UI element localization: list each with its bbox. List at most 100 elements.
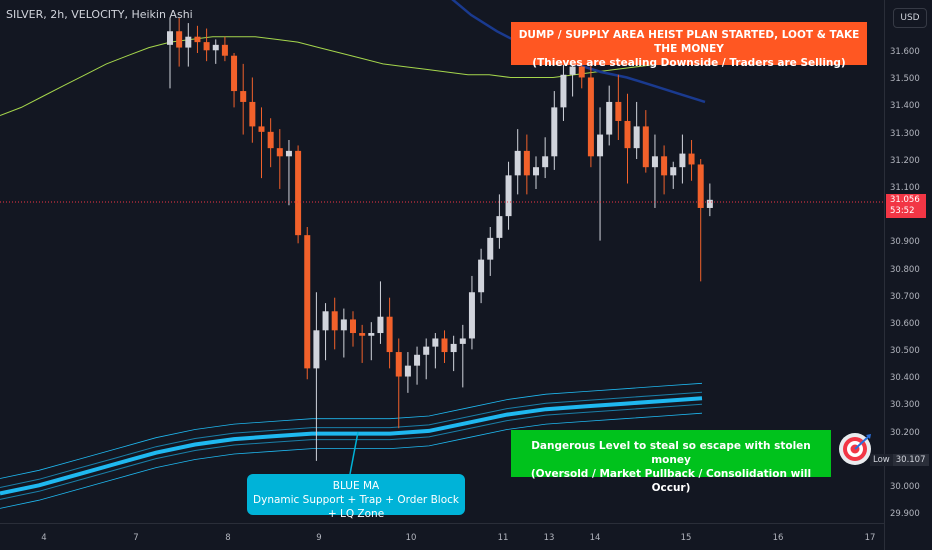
candle-body <box>587 77 594 157</box>
blue-ma-upper-band <box>0 382 703 479</box>
candle-body <box>368 333 375 336</box>
price-tick-label: 31.300 <box>890 128 920 139</box>
low-price-tag: Low 30.107 <box>870 453 929 467</box>
symbol-title: SILVER, 2h, VELOCITY, Heikin Ashi <box>6 8 193 21</box>
time-tick-label: 4 <box>41 533 47 543</box>
time-tick-label: 17 <box>864 533 876 543</box>
price-tick-label: 31.500 <box>890 74 920 85</box>
candle-body <box>176 31 183 48</box>
candle-body <box>441 338 448 353</box>
candle-body <box>523 150 530 176</box>
candle-body <box>267 131 274 149</box>
candle-body <box>276 148 283 157</box>
price-tick-label: 30.000 <box>890 482 920 492</box>
candle-body <box>487 237 494 260</box>
candle-body <box>569 66 576 75</box>
price-tick-label: 29.900 <box>890 509 920 520</box>
low-label: Low <box>870 454 893 466</box>
candles <box>167 17 713 461</box>
candle-body <box>221 44 228 56</box>
bar-countdown: 53:52 <box>890 206 915 216</box>
candle-body <box>688 153 695 165</box>
blue-ma-inner-upper <box>0 391 703 488</box>
candle-body <box>359 333 366 336</box>
candle-body <box>304 235 311 369</box>
candle-body <box>167 31 173 45</box>
blue-ma-lower-band <box>0 412 703 509</box>
candle-body <box>578 66 585 78</box>
candle-body <box>624 120 631 149</box>
candle-body <box>514 150 521 176</box>
price-tick-label: 31.400 <box>890 101 920 112</box>
blue-ma-annotation-text: Dynamic Support + Trap + Order Block + L… <box>253 494 459 520</box>
candle-body <box>258 126 265 132</box>
time-tick-label: 11 <box>497 533 509 543</box>
blue-ma-pointer <box>349 431 359 475</box>
supply-annotation[interactable]: DUMP / SUPPLY AREA HEIST PLAN STARTED, L… <box>511 22 867 69</box>
candle-body <box>386 316 393 353</box>
danger-annotation-line1: Dangerous Level to steal so escape with … <box>531 440 811 466</box>
time-tick-label: 16 <box>772 533 784 543</box>
candle-body <box>249 101 256 127</box>
candle-body <box>706 199 713 208</box>
candle-body <box>350 319 356 334</box>
candle-body <box>606 101 613 135</box>
time-tick-label: 10 <box>405 533 417 543</box>
currency-button[interactable]: USD <box>893 8 927 28</box>
price-tick-label: 30.300 <box>890 400 920 411</box>
supply-annotation-line1: DUMP / SUPPLY AREA HEIST PLAN STARTED, L… <box>518 29 860 55</box>
time-tick-label: 9 <box>316 533 322 543</box>
low-value: 30.107 <box>892 454 929 466</box>
candle-body <box>633 126 640 149</box>
candle-body <box>395 352 402 377</box>
time-tick-label: 8 <box>225 533 231 543</box>
candle-body <box>551 107 558 157</box>
price-axis-divider <box>884 0 885 550</box>
danger-annotation[interactable]: Dangerous Level to steal so escape with … <box>511 430 831 494</box>
price-tick-label: 30.500 <box>890 346 920 357</box>
candle-body <box>661 156 668 176</box>
candle-body <box>404 365 411 377</box>
moving-average-overlays <box>0 0 706 509</box>
candle-body <box>615 101 622 121</box>
price-tick-label: 30.800 <box>890 264 920 275</box>
candle-body <box>322 311 329 331</box>
blue-ma-annotation[interactable]: BLUE MA Dynamic Support + Trap + Order B… <box>247 474 465 520</box>
candle-body <box>670 167 677 176</box>
candle-body <box>203 42 210 51</box>
price-tick-label: 30.400 <box>890 373 920 384</box>
candle-body <box>240 91 247 102</box>
price-tick-label: 31.600 <box>890 47 920 57</box>
candle-body <box>459 338 466 344</box>
price-tick-label: 30.600 <box>890 318 920 329</box>
candle-body <box>295 150 302 236</box>
candle-body <box>533 167 539 176</box>
danger-annotation-line2: (Oversold / Market Pullback / Consolidat… <box>530 468 812 494</box>
time-tick-label: 14 <box>589 533 601 543</box>
last-price-value: 31.056 <box>890 195 920 205</box>
candle-body <box>185 36 192 48</box>
candle-body <box>505 175 512 217</box>
blue-ma-inner-lower <box>0 403 703 500</box>
candle-body <box>231 55 238 92</box>
candle-body <box>331 311 338 331</box>
candle-body <box>468 292 475 339</box>
time-axis-divider <box>0 523 885 524</box>
price-tick-label: 30.200 <box>890 427 920 438</box>
candle-body <box>679 153 686 168</box>
blue-ma-annotation-title: BLUE MA <box>332 480 380 492</box>
candle-body <box>432 338 439 347</box>
candle-body <box>597 134 604 157</box>
candle-body <box>496 216 503 238</box>
time-tick-label: 15 <box>680 533 692 543</box>
candle-body <box>560 74 567 108</box>
time-tick-label: 13 <box>543 533 555 543</box>
candle-body <box>377 316 384 334</box>
candle-body <box>697 164 704 208</box>
blue-ma-line <box>0 396 703 496</box>
candle-body <box>423 346 430 355</box>
price-tick-label: 31.100 <box>890 182 920 193</box>
candle-body <box>212 44 219 51</box>
